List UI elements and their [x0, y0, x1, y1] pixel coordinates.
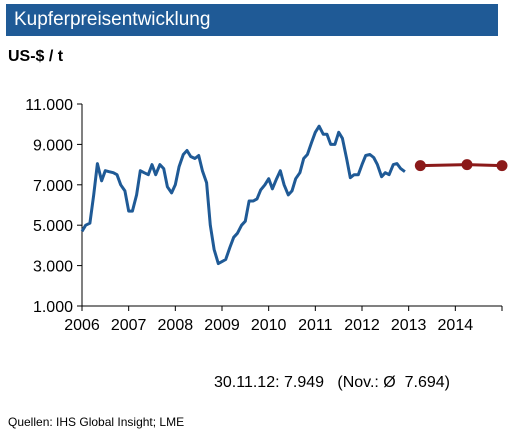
x-tick-label: 2013	[391, 317, 427, 334]
source-note: Quellen: IHS Global Insight; LME	[8, 415, 185, 429]
y-tick-label: 7.000	[33, 178, 73, 195]
x-tick-label: 2009	[204, 317, 240, 334]
unit-label: US-$ / t	[8, 48, 64, 65]
x-axis-ticks: 2006 2007 2008 2009 2010 2011 2012 2013 2014	[64, 306, 503, 334]
x-tick-label: 2010	[251, 317, 287, 334]
x-tick-label: 2014	[438, 317, 474, 334]
y-tick-label: 11.000	[25, 97, 73, 114]
series-group	[80, 124, 508, 266]
price-note: 30.11.12: 7.949 (Nov.: Ø 7.694)	[214, 374, 450, 391]
forecast-point	[414, 160, 426, 172]
y-tick-label: 9.000	[33, 137, 73, 154]
x-tick-label: 2011	[298, 317, 333, 334]
y-tick-label: 1.000	[33, 299, 73, 316]
y-axis-ticks: 1.000 3.000 5.000 7.000 9.000 11.000	[25, 97, 82, 316]
x-tick-label: 2007	[111, 317, 147, 334]
y-tick-label: 5.000	[33, 218, 73, 235]
x-tick-label: 2006	[64, 317, 100, 334]
x-tick-label: 2012	[344, 317, 380, 334]
x-tick-label: 2008	[158, 317, 194, 334]
forecast-series-line	[420, 163, 503, 168]
history-series-line	[80, 124, 406, 266]
y-tick-label: 3.000	[33, 259, 73, 276]
chart-title: Kupferpreisentwicklung	[14, 9, 211, 30]
title-bar: Kupferpreisentwicklung	[6, 4, 498, 36]
forecast-point	[461, 159, 473, 171]
forecast-point	[496, 160, 508, 172]
